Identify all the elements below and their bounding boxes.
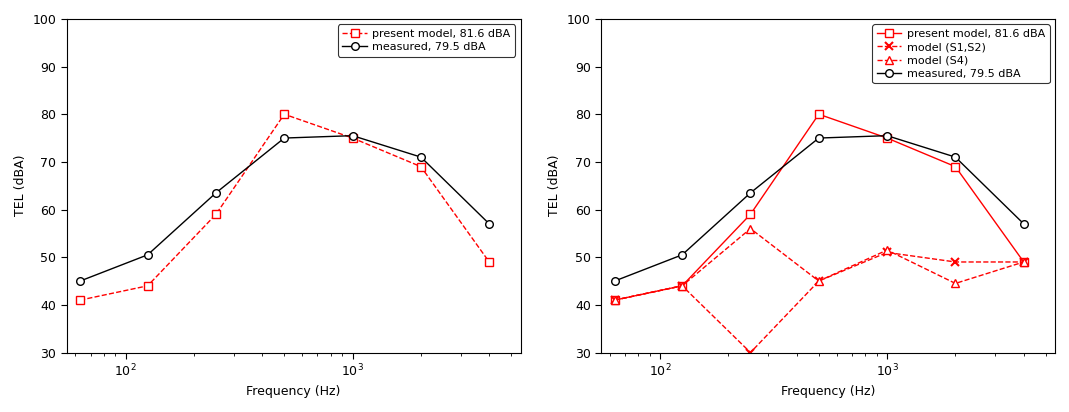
Line: present model, 81.6 dBA: present model, 81.6 dBA [76, 110, 493, 304]
measured, 79.5 dBA [744, 190, 757, 195]
measured, 79.5 dBA [881, 133, 894, 138]
present model, 81.6 dBA [74, 297, 87, 302]
model (S1,S2) [744, 350, 757, 355]
present model, 81.6 dBA [141, 283, 154, 288]
model (S4) [881, 248, 894, 253]
model (S4) [744, 226, 757, 231]
present model, 81.6 dBA [346, 136, 359, 140]
model (S4) [676, 283, 688, 288]
measured, 79.5 dBA [676, 253, 688, 258]
Y-axis label: TEL (dBA): TEL (dBA) [14, 155, 27, 216]
model (S1,S2) [608, 297, 621, 302]
measured, 79.5 dBA [346, 133, 359, 138]
present model, 81.6 dBA [949, 164, 962, 169]
present model, 81.6 dBA [1018, 260, 1031, 265]
measured, 79.5 dBA [1018, 221, 1031, 226]
present model, 81.6 dBA [210, 212, 222, 217]
measured, 79.5 dBA [608, 279, 621, 283]
present model, 81.6 dBA [881, 136, 894, 140]
present model, 81.6 dBA [676, 283, 688, 288]
model (S1,S2) [1018, 260, 1031, 265]
model (S4) [608, 297, 621, 302]
Y-axis label: TEL (dBA): TEL (dBA) [548, 155, 561, 216]
present model, 81.6 dBA [415, 164, 428, 169]
Legend: present model, 81.6 dBA, measured, 79.5 dBA: present model, 81.6 dBA, measured, 79.5 … [338, 24, 515, 57]
X-axis label: Frequency (Hz): Frequency (Hz) [781, 385, 876, 398]
Line: measured, 79.5 dBA: measured, 79.5 dBA [610, 132, 1027, 285]
Line: model (S4): model (S4) [610, 225, 1028, 304]
measured, 79.5 dBA [278, 136, 291, 140]
model (S1,S2) [881, 250, 894, 255]
X-axis label: Frequency (Hz): Frequency (Hz) [247, 385, 341, 398]
measured, 79.5 dBA [210, 190, 222, 195]
measured, 79.5 dBA [415, 154, 428, 159]
present model, 81.6 dBA [483, 260, 496, 265]
present model, 81.6 dBA [278, 112, 291, 117]
measured, 79.5 dBA [74, 279, 87, 283]
Line: measured, 79.5 dBA: measured, 79.5 dBA [76, 132, 493, 285]
present model, 81.6 dBA [608, 297, 621, 302]
model (S4) [949, 281, 962, 286]
present model, 81.6 dBA [812, 112, 825, 117]
Line: model (S1,S2): model (S1,S2) [610, 248, 1028, 357]
present model, 81.6 dBA [744, 212, 757, 217]
measured, 79.5 dBA [949, 154, 962, 159]
model (S4) [812, 279, 825, 283]
measured, 79.5 dBA [812, 136, 825, 140]
model (S4) [1018, 260, 1031, 265]
Line: present model, 81.6 dBA: present model, 81.6 dBA [610, 110, 1027, 304]
measured, 79.5 dBA [141, 253, 154, 258]
model (S1,S2) [812, 279, 825, 283]
model (S1,S2) [676, 283, 688, 288]
model (S1,S2) [949, 260, 962, 265]
measured, 79.5 dBA [483, 221, 496, 226]
Legend: present model, 81.6 dBA, model (S1,S2), model (S4), measured, 79.5 dBA: present model, 81.6 dBA, model (S1,S2), … [872, 24, 1050, 83]
